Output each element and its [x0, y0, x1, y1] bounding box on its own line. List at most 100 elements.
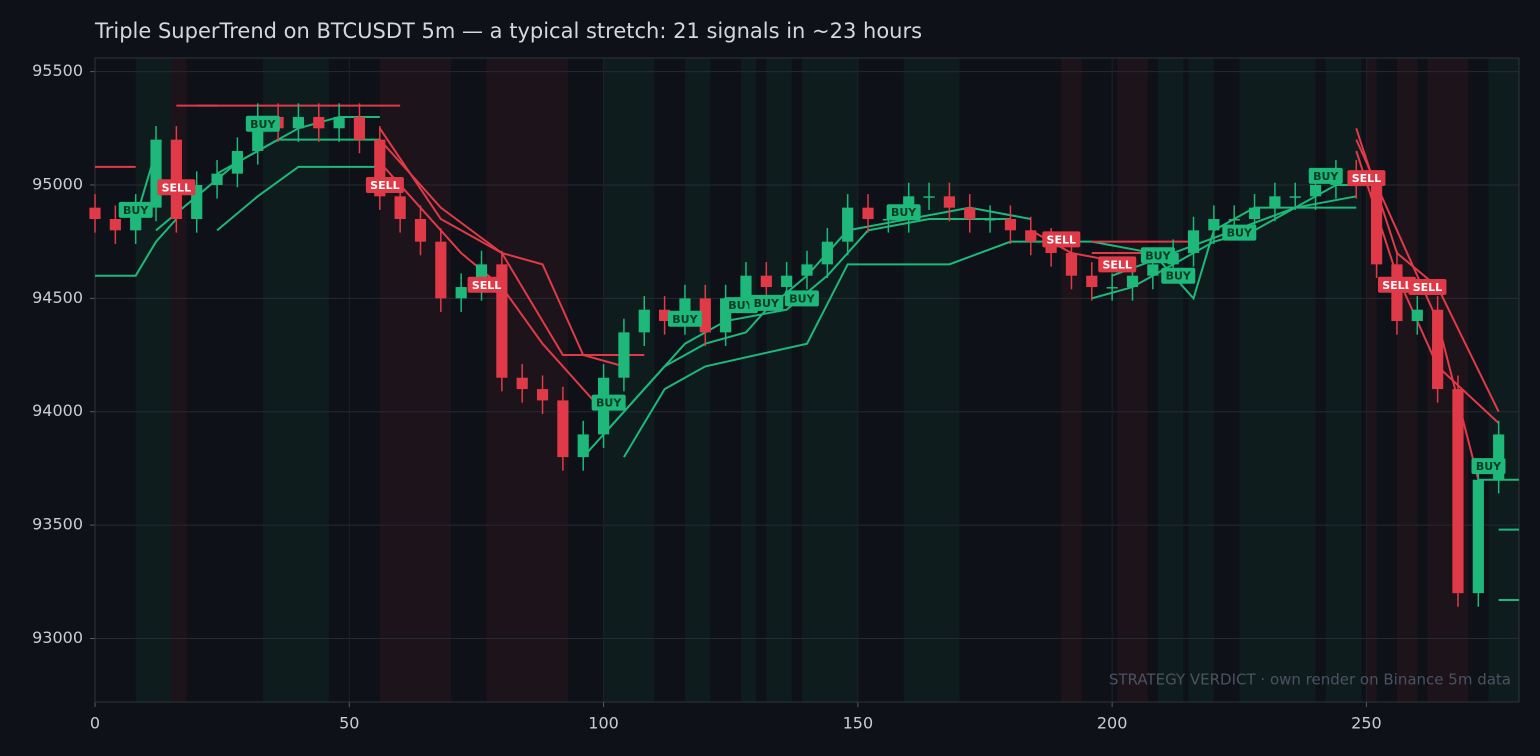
candle-body [231, 150, 243, 174]
signal-badge [1140, 247, 1175, 264]
y-tick-label: 94500 [32, 288, 83, 307]
candle-body [109, 219, 121, 231]
signal-badge [1098, 256, 1137, 273]
signal-label: SELL [1352, 172, 1381, 185]
signal-badge [1377, 276, 1416, 293]
signal-badge [591, 394, 626, 411]
signal-label: BUY [1145, 249, 1171, 262]
candle-body [414, 219, 427, 242]
candle-body [1289, 196, 1301, 198]
x-tick-label: 100 [588, 714, 619, 733]
candle-body [455, 287, 467, 299]
signal-region [1366, 58, 1377, 702]
candle-body [720, 298, 732, 333]
x-tick-label: 200 [1097, 714, 1128, 733]
candle-body [292, 116, 305, 129]
signal-region [262, 58, 329, 702]
signal-region [379, 58, 451, 702]
y-tick-label: 94000 [32, 401, 83, 420]
candle-body [333, 116, 345, 129]
candle-body [1269, 196, 1281, 208]
signal-region [1061, 58, 1082, 702]
candle-body [659, 309, 671, 322]
y-tick-label: 93000 [32, 628, 83, 647]
signal-badge [467, 276, 506, 293]
candle-body [435, 241, 447, 299]
signal-badge [1408, 279, 1447, 296]
signal-region [684, 58, 711, 702]
signal-badge [886, 204, 921, 221]
y-tick-label: 95500 [32, 61, 83, 80]
candle-body [1472, 479, 1484, 594]
candle-body [964, 207, 976, 219]
signal-label: BUY [250, 118, 276, 131]
candle-body [679, 298, 691, 322]
candle-body [1309, 184, 1322, 197]
candle-body [475, 264, 488, 288]
candle-body [191, 184, 203, 219]
signal-label: BUY [672, 313, 698, 326]
candle-body [1452, 389, 1464, 594]
y-tick-label: 95000 [32, 174, 83, 193]
signal-badge [1222, 224, 1257, 241]
x-tick-label: 250 [1351, 714, 1382, 733]
signal-badge [245, 115, 280, 132]
signal-badge [1161, 267, 1196, 284]
signal-badge [118, 201, 153, 218]
candle-body [618, 332, 630, 378]
signal-region [603, 58, 655, 702]
signal-label: BUY [754, 297, 780, 310]
candle-body [923, 196, 935, 198]
signal-badge [1347, 170, 1386, 187]
candle-body [577, 434, 589, 458]
candle-body [496, 264, 508, 378]
signal-region [1396, 58, 1418, 702]
signal-badge [1308, 167, 1343, 184]
candle-body [984, 219, 996, 221]
signal-label: BUY [1476, 460, 1502, 473]
signal-label: BUY [1227, 227, 1253, 240]
signal-label: SELL [1382, 279, 1411, 292]
annotation: STRATEGY VERDICT · own render on Binance… [1109, 671, 1511, 689]
candle-body [89, 207, 101, 219]
candle-body [1411, 309, 1423, 322]
signal-badge [1042, 231, 1081, 248]
candle-body [1106, 287, 1118, 289]
signal-label: BUY [1166, 270, 1192, 283]
plot-frame [94, 57, 1520, 703]
candle-body [1432, 309, 1444, 390]
signal-region [740, 58, 757, 702]
signal-label: SELL [1047, 233, 1076, 246]
candle-body [801, 264, 813, 276]
signal-badge [784, 290, 819, 307]
signal-label: SELL [1102, 258, 1131, 271]
signal-label: BUY [1313, 170, 1339, 183]
candle-body [536, 389, 549, 401]
candle-body [1065, 253, 1078, 276]
candle-body [1371, 184, 1383, 265]
signal-label: SELL [370, 179, 399, 192]
candle-body [862, 207, 874, 219]
candle-body [1228, 219, 1240, 221]
candle-body [252, 116, 264, 151]
signal-badge [1471, 458, 1506, 475]
candle-body [1126, 275, 1139, 288]
signal-region [801, 58, 858, 702]
signal-label: SELL [472, 279, 501, 292]
candle-body [1147, 264, 1159, 276]
signal-region [1239, 58, 1316, 702]
signal-label: BUY [123, 204, 149, 217]
signal-label: BUY [728, 299, 754, 312]
x-tick-label: 0 [90, 714, 100, 733]
signal-label: SELL [1413, 281, 1442, 294]
candle-body [557, 400, 569, 458]
candle-body [740, 275, 752, 299]
candle-body [1187, 230, 1200, 254]
candle-body [781, 275, 793, 288]
candle-body [1025, 230, 1037, 242]
signal-label: BUY [891, 206, 917, 219]
signal-badge [667, 310, 702, 327]
candle-body [394, 196, 406, 219]
